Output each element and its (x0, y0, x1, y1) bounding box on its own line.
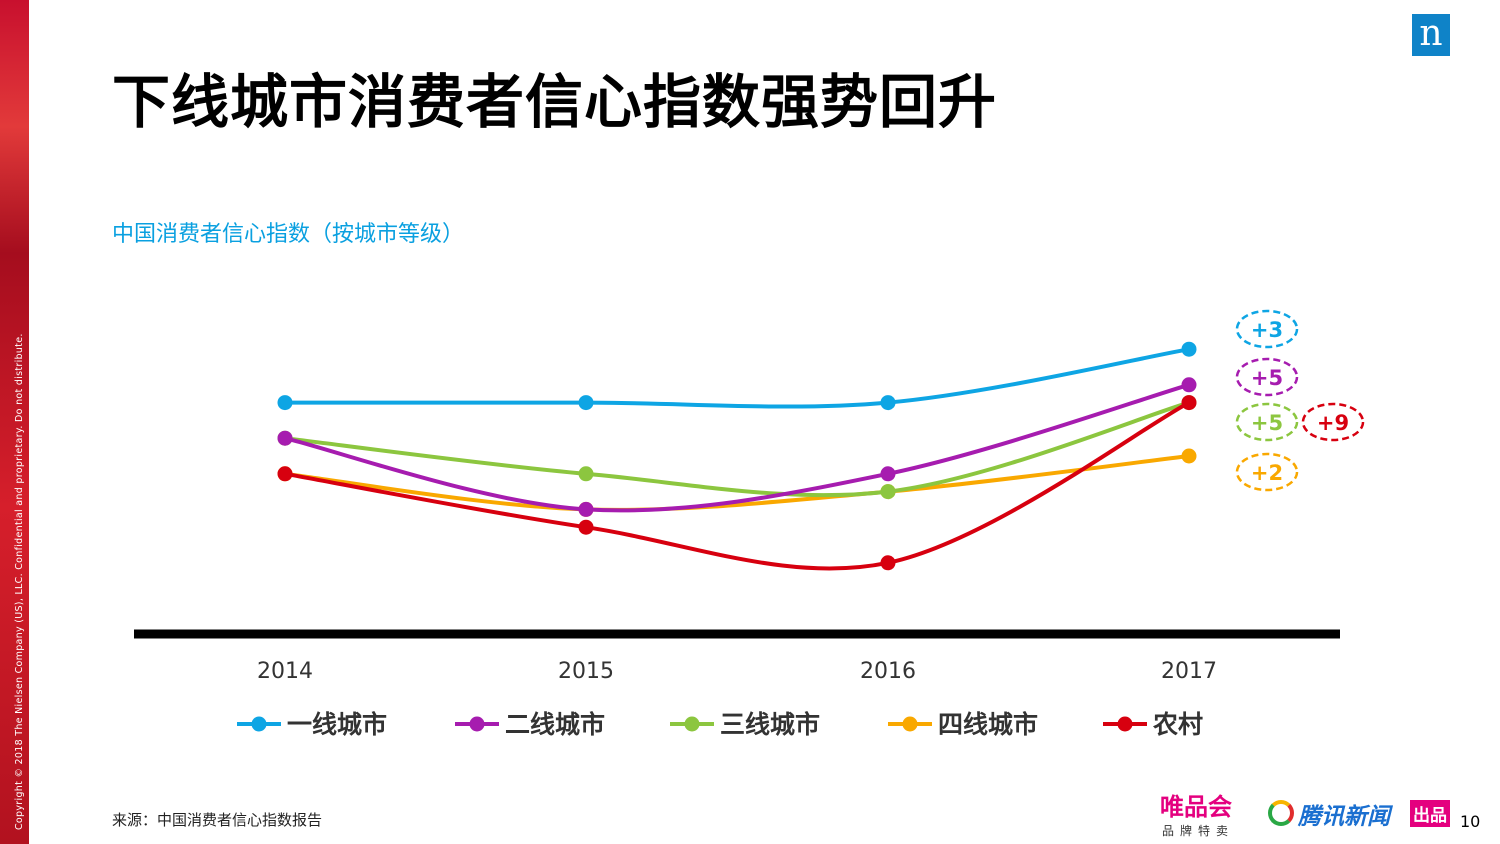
tencent-news-icon (1268, 800, 1294, 826)
data-point (578, 395, 594, 411)
source-note: 来源：中国消费者信心指数报告 (112, 811, 323, 829)
data-point (277, 395, 293, 411)
chart-title: 中国消费者信心指数（按城市等级） (112, 222, 465, 247)
change-label: +3 (1251, 318, 1283, 342)
vip-logo: 唯品会 (1160, 793, 1232, 821)
legend-label: 二线城市 (505, 710, 605, 739)
data-point (578, 466, 594, 482)
legend-label: 农村 (1152, 710, 1203, 739)
data-point (1181, 448, 1197, 464)
data-point (578, 519, 594, 535)
data-point (880, 484, 896, 500)
data-point (578, 501, 594, 517)
tencent-news-logo: 腾讯新闻 (1298, 804, 1390, 830)
change-badge (1235, 452, 1299, 492)
legend-marker (251, 716, 267, 732)
produced-badge: 出品 (1410, 800, 1450, 827)
data-point (880, 395, 896, 411)
x-tick-label: 2017 (1161, 659, 1217, 684)
legend-marker (1117, 716, 1133, 732)
change-label: +9 (1317, 411, 1349, 435)
x-tick-label: 2015 (558, 659, 614, 684)
data-point (1181, 341, 1197, 357)
data-point (277, 466, 293, 482)
change-badge (1235, 357, 1299, 397)
page-title: 下线城市消费者信心指数强势回升 (112, 68, 998, 136)
page-number: 10 (1460, 812, 1481, 831)
nielsen-logo: n (1412, 14, 1450, 56)
change-label: +5 (1251, 411, 1283, 435)
change-badge (1235, 309, 1299, 349)
legend-marker (902, 716, 918, 732)
series-line (285, 347, 1190, 409)
side-strip: Copyright © 2018 The Nielsen Company (US… (0, 0, 29, 844)
legend-label: 四线城市 (938, 710, 1038, 739)
series-line (284, 454, 1190, 512)
x-tick-label: 2014 (257, 659, 313, 684)
data-point (277, 430, 293, 446)
change-label: +5 (1251, 366, 1283, 390)
series-line (284, 382, 1190, 513)
data-point (880, 466, 896, 482)
change-badge (1235, 402, 1299, 442)
legend-marker (684, 716, 700, 732)
data-point (1181, 395, 1197, 411)
legend-label: 一线城市 (287, 710, 387, 739)
series-line (284, 400, 1190, 571)
change-label: +2 (1251, 461, 1283, 485)
data-point (1181, 377, 1197, 393)
data-point (880, 555, 896, 571)
legend-marker (469, 716, 485, 732)
change-badge (1301, 402, 1365, 442)
x-tick-label: 2016 (860, 659, 916, 684)
series-line (284, 400, 1190, 498)
vip-logo-sub: 品牌特卖 (1162, 824, 1235, 838)
legend-label: 三线城市 (720, 710, 820, 739)
